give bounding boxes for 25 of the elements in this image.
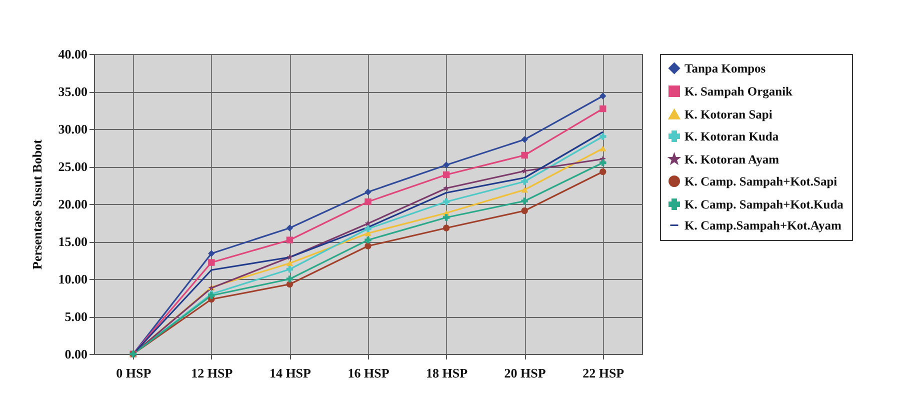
x-tick-label: 0 HSP [116, 366, 152, 380]
x-tick-label: 16 HSP [348, 366, 390, 380]
x-tick-label: 20 HSP [504, 366, 546, 380]
legend-label: K. Sampah Organik [684, 84, 793, 98]
y-tick-label: 0.00 [64, 346, 88, 362]
legend-label: K. Kotoran Ayam [684, 152, 780, 166]
y-tick-label: 20.00 [58, 196, 88, 212]
x-tick-label: 12 HSP [191, 366, 233, 380]
legend-label: Tanpa Kompos [684, 61, 766, 76]
x-tick-label: 14 HSP [269, 366, 312, 380]
y-tick-label: 30.00 [58, 122, 88, 136]
y-tick-label: 25.00 [58, 159, 88, 174]
legend-label: K. Camp.Sampah+Kot.Ayam [684, 218, 842, 232]
y-tick-label: 15.00 [58, 234, 88, 249]
y-tick-label: 35.00 [58, 84, 88, 99]
y-tick-label: 5.00 [64, 309, 88, 324]
legend-label: K. Kotoran Kuda [684, 129, 780, 144]
legend-label: K. Kotoran Sapi [684, 107, 773, 122]
y-axis-title: Persentase Susut Bobot [29, 138, 44, 270]
x-tick-label: 22 HSP [582, 366, 624, 380]
x-tick-label: 18 HSP [426, 366, 468, 380]
y-tick-label: 10.00 [58, 272, 88, 286]
legend-label: K. Camp. Sampah+Kot.Kuda [684, 197, 844, 212]
y-tick-label: 40.00 [58, 46, 88, 62]
legend-label: K. Camp. Sampah+Kot.Sapi [684, 174, 838, 188]
